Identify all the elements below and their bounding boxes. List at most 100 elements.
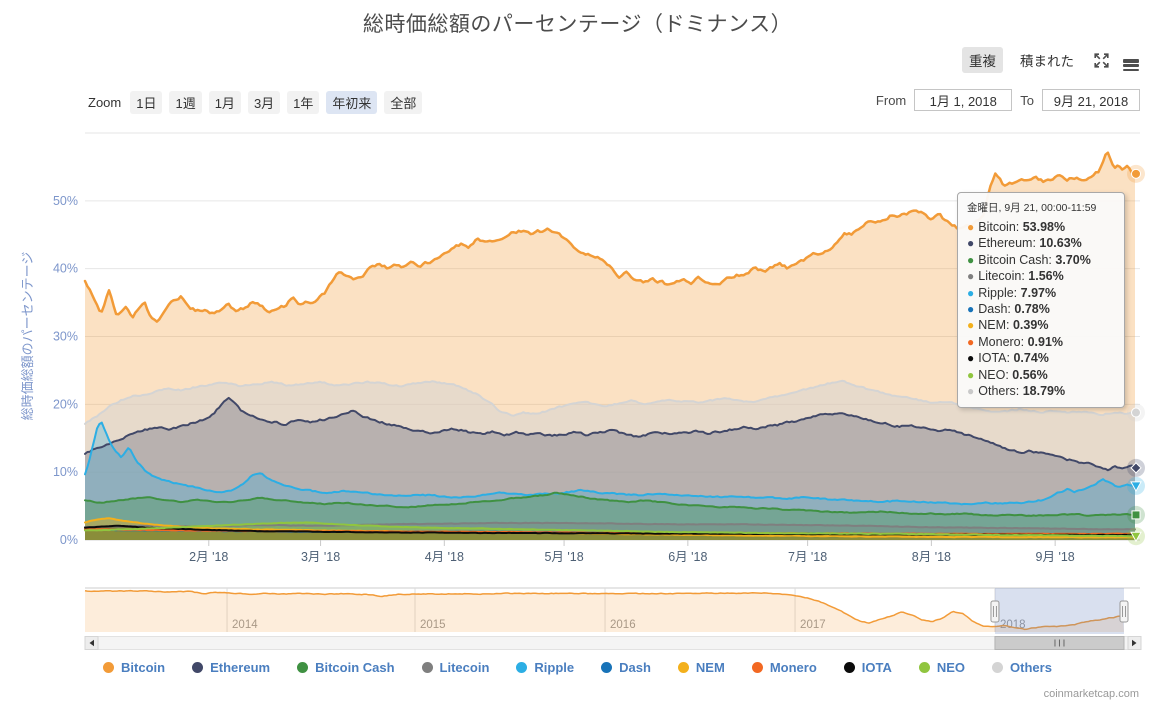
navigator-area (85, 590, 1124, 632)
legend-item-bitcoin[interactable]: Bitcoin (103, 660, 165, 675)
legend-label: Bitcoin Cash (315, 660, 395, 675)
x-tick-label: 4月 '18 (425, 550, 464, 564)
chart-tooltip: 金曜日, 9月 21, 00:00-11:59 ● Bitcoin: 53.98%… (957, 192, 1125, 409)
navigator-year-label-2014: 2014 (232, 619, 258, 631)
legend-label: Monero (769, 660, 817, 675)
fullscreen-icon[interactable] (1091, 50, 1111, 70)
navigator-line (84, 589, 1123, 631)
zoom-button-年初来[interactable]: 年初来 (326, 91, 378, 114)
legend-label: NEM (695, 660, 725, 675)
legend-label: Ethereum (210, 660, 271, 675)
zoom-button-1月[interactable]: 1月 (208, 91, 241, 114)
mode-toggle: 重複 積まれた (962, 47, 1141, 73)
mode-overlap-button[interactable]: 重複 (962, 47, 1003, 73)
x-tick-label: 8月 '18 (912, 550, 951, 564)
navigator-handle-left[interactable] (990, 600, 1000, 623)
tooltip-series-dot: ● (967, 334, 975, 349)
zoom-button-1日[interactable]: 1日 (130, 91, 163, 114)
legend-dot (751, 662, 763, 673)
marker-ethereum (1130, 462, 1142, 474)
legend-dot (918, 662, 930, 673)
x-tick-label: 9月 '18 (1036, 550, 1075, 564)
tooltip-series-dot: ● (967, 302, 975, 317)
legend-item-dash[interactable]: Dash (601, 660, 651, 675)
legend-item-neo[interactable]: NEO (918, 660, 966, 675)
chart-legend: Bitcoin Ethereum Bitcoin Cash Litecoin Rippl… (0, 660, 1155, 675)
zoom-button-3月[interactable]: 3月 (247, 91, 281, 114)
x-tick-label: 2月 '18 (189, 550, 228, 564)
zoom-button-1年[interactable]: 1年 (287, 91, 320, 114)
tooltip-row-ripple: ● Ripple: 7.97% (967, 285, 1057, 300)
marker-others (1131, 407, 1141, 418)
navigator: 20142015201620172018 (84, 587, 1140, 634)
tooltip-series-dot: ● (967, 220, 975, 234)
tooltip-series-dot: ● (967, 252, 975, 267)
legend-item-iota[interactable]: IOTA (843, 660, 892, 675)
tooltip-row-litecoin: ● Litecoin: 1.56% (967, 269, 1064, 284)
series-line-litecoin[interactable] (84, 521, 1136, 531)
navigator-selected-range[interactable] (994, 588, 1124, 634)
tooltip-row-neo: ● NEO: 0.56% (967, 367, 1048, 382)
y-axis-title: 総時価総額のパーセンテージ (20, 252, 35, 421)
series-area-bitcoin-cash (85, 492, 1135, 540)
y-tick-40: 40% (53, 262, 78, 276)
tooltip-series-dot: ● (967, 318, 975, 333)
legend-item-bitcoin-cash[interactable]: Bitcoin Cash (297, 660, 395, 675)
tooltip-row-ethereum: ● Ethereum: 10.63% (967, 236, 1082, 251)
tooltip-row-nem: ● NEM: 0.39% (967, 318, 1049, 333)
navigator-handle-right[interactable] (1119, 600, 1129, 623)
series-line-ethereum[interactable] (84, 396, 1136, 472)
tooltip-row-monero: ● Monero: 0.91% (967, 334, 1064, 349)
series-line-bitcoin-cash[interactable] (84, 491, 1136, 517)
legend-label: Others (1010, 660, 1052, 675)
series-area-ethereum (85, 397, 1135, 540)
tooltip-row-bitcoin-cash: ● Bitcoin Cash: 3.70% (967, 252, 1091, 267)
zoom-label: Zoom (88, 95, 122, 110)
legend-dot (297, 662, 309, 673)
watermark-text: coinmarketcap.com (1043, 688, 1139, 700)
series-line-ripple[interactable] (84, 421, 1136, 506)
from-label: From (875, 92, 907, 108)
navigator-year-label-2015: 2015 (420, 619, 446, 631)
zoom-button-全部[interactable]: 全部 (384, 91, 423, 114)
scrollbar-thumb[interactable] (994, 636, 1125, 650)
mode-stacked-button[interactable]: 積まれた (1020, 54, 1074, 69)
y-tick-10: 10% (53, 465, 78, 479)
legend-dot (421, 662, 433, 673)
legend-item-nem[interactable]: NEM (677, 660, 725, 675)
tooltip-row-bitcoin: ● Bitcoin: 53.98% (967, 220, 1066, 234)
legend-item-ripple[interactable]: Ripple (516, 660, 574, 675)
context-menu-icon[interactable] (1121, 50, 1141, 72)
legend-item-litecoin[interactable]: Litecoin (421, 660, 489, 675)
series-end-markers (1127, 164, 1145, 546)
legend-label: NEO (936, 660, 966, 675)
date-range-controls: From To (876, 89, 1140, 111)
legend-dot (103, 662, 115, 673)
tooltip-row-dash: ● Dash: 0.78% (967, 302, 1050, 317)
legend-dot (992, 662, 1004, 673)
legend-dot (601, 662, 613, 673)
x-tick-label: 3月 '18 (301, 550, 340, 564)
legend-label: IOTA (861, 660, 892, 675)
tooltip-row-iota: ● IOTA: 0.74% (967, 351, 1049, 366)
tooltip-series-dot: ● (967, 269, 975, 284)
legend-dot (677, 662, 689, 673)
tooltip-date: 金曜日, 9月 21, 00:00-11:59 (967, 202, 1097, 214)
scrollbar-track[interactable] (84, 636, 1142, 650)
legend-item-monero[interactable]: Monero (751, 660, 817, 675)
scrollbar (84, 636, 1142, 650)
series-lines (83, 151, 1137, 539)
legend-label: Ripple (534, 660, 575, 675)
legend-item-others[interactable]: Others (992, 660, 1052, 675)
to-date-input[interactable] (1042, 89, 1140, 111)
legend-dot (516, 662, 528, 673)
from-date-input[interactable] (914, 89, 1013, 111)
tooltip-series-dot: ● (967, 285, 975, 300)
y-tick-0: 0% (60, 533, 78, 547)
series-area-nem (85, 518, 1135, 540)
y-tick-50: 50% (53, 194, 78, 208)
legend-item-ethereum[interactable]: Ethereum (192, 660, 270, 675)
series-line-neo[interactable] (84, 521, 1136, 538)
zoom-button-1週[interactable]: 1週 (169, 91, 202, 114)
